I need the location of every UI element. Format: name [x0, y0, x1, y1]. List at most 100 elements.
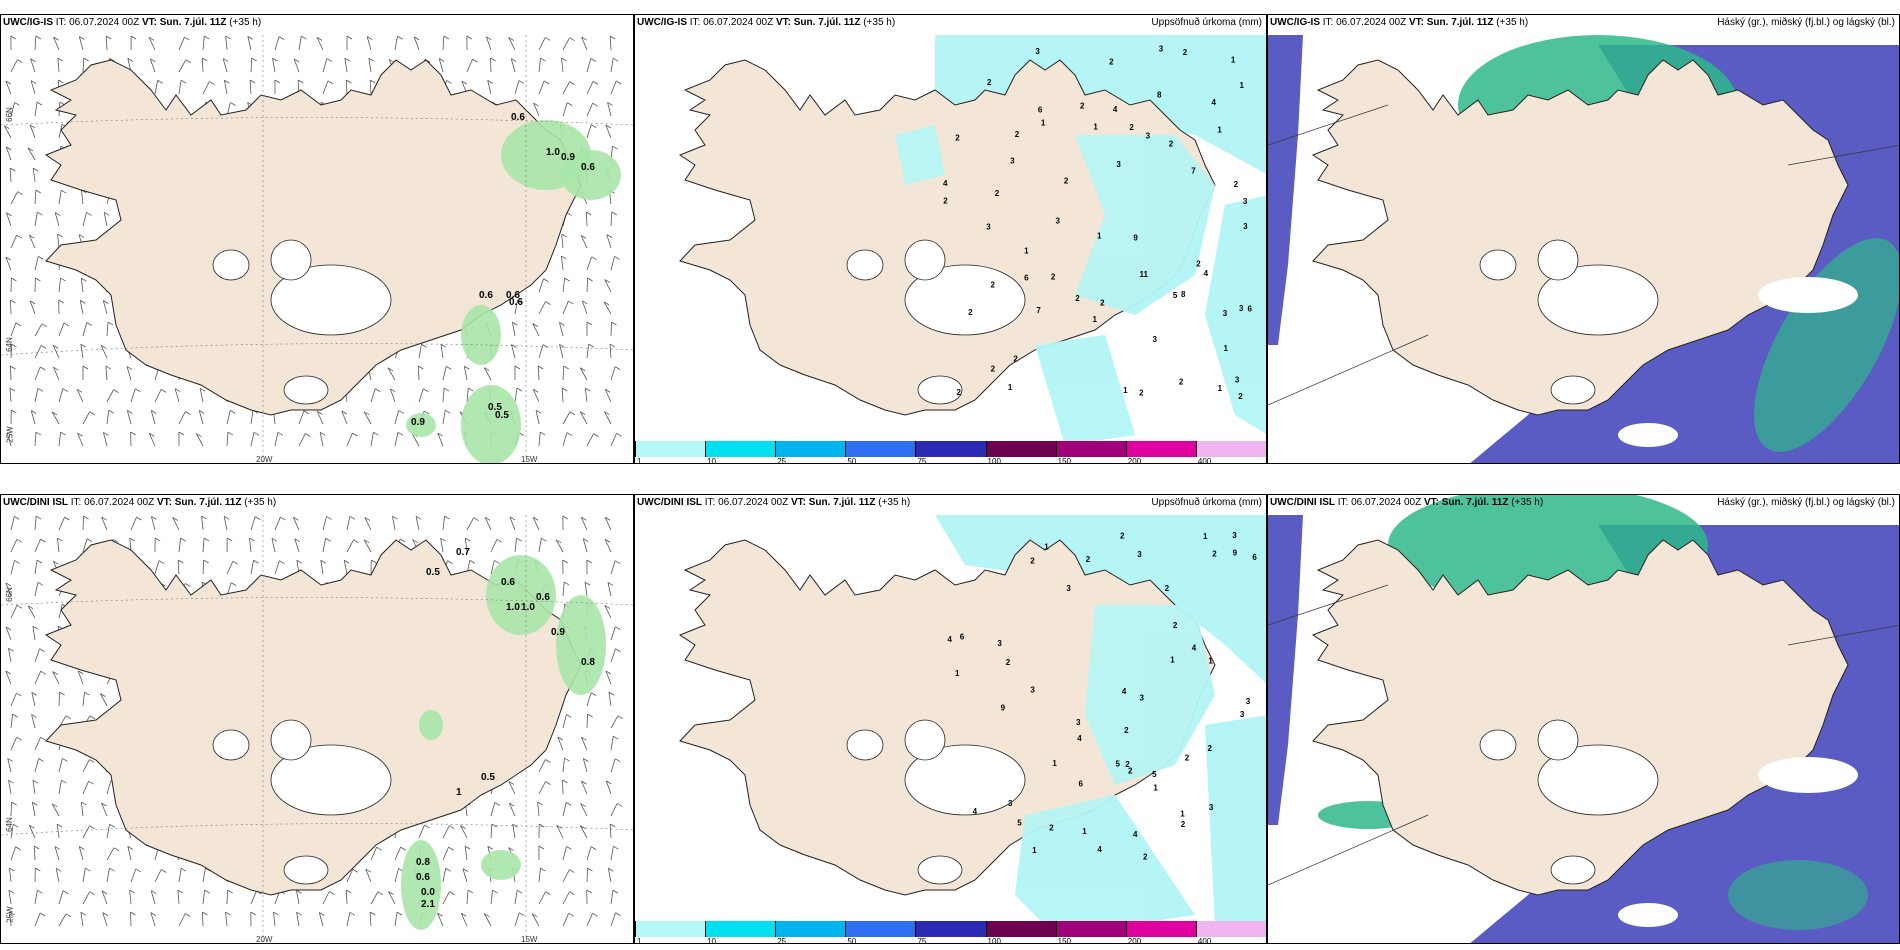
- value-label: 1.0: [506, 602, 520, 613]
- value-label: 0.5: [426, 567, 440, 578]
- cloud-map: [1268, 495, 1899, 943]
- precip-area: [1035, 335, 1135, 445]
- precip-value: 4: [947, 635, 952, 644]
- value-label: 0.9: [411, 417, 425, 428]
- domain-lines: [1268, 104, 1899, 406]
- glacier: [283, 375, 329, 405]
- value-label: 0.5: [481, 772, 495, 783]
- value-label: 0.6: [479, 290, 493, 301]
- colorbar-label: 100: [987, 457, 1001, 464]
- value-label: 0.6: [509, 297, 523, 308]
- precip-value: 1: [1223, 344, 1228, 353]
- precip-value: 3: [1232, 531, 1237, 540]
- precip-labels: 0.61.0 0.90.60.6 0.60.60.50.50.9: [411, 112, 595, 428]
- glacier: [846, 249, 884, 281]
- precip-value: 3: [1076, 718, 1081, 727]
- wind-map: 0.61.0 0.90.60.6 0.60.60.50.50.9: [1, 15, 633, 463]
- precip-value: 1: [1203, 532, 1208, 541]
- precip-value: 1: [1097, 232, 1102, 241]
- colorbar-segment: 50: [845, 921, 916, 943]
- precip-value: 5: [1017, 819, 1022, 828]
- clear-area: [1618, 423, 1678, 447]
- iceland-landmass: [44, 59, 582, 416]
- precip-value: 3: [1246, 697, 1251, 706]
- precip-value: 8: [1181, 290, 1186, 299]
- precip-value: 2: [1181, 820, 1186, 829]
- precip-value: 2: [1125, 760, 1130, 769]
- value-label: 0.5: [495, 410, 509, 421]
- precip-value: 2: [1129, 123, 1134, 132]
- precip-value: 2: [1139, 389, 1144, 398]
- value-label: 0.6: [581, 162, 595, 173]
- precip-value: 3: [1116, 160, 1121, 169]
- precip-value: 3: [1235, 375, 1240, 384]
- colorbar-segment: 25: [775, 441, 846, 463]
- precip-value: 2: [1120, 531, 1125, 540]
- colorbar-label: 1: [637, 937, 642, 944]
- precip-value: 4: [1133, 830, 1138, 839]
- value-label: 1.0: [521, 602, 535, 613]
- precip-value: 1: [1032, 846, 1037, 855]
- colorbar-label: 400: [1197, 937, 1212, 944]
- precip-value: 6: [1024, 274, 1029, 283]
- precip-value: 1: [1082, 827, 1087, 836]
- precip-area: [461, 305, 501, 365]
- value-label: 0.5: [488, 402, 502, 413]
- precip-value: 4: [973, 807, 978, 816]
- precip-over-land: [895, 125, 1266, 445]
- colorbar-label: 50: [847, 457, 857, 464]
- iceland-landmass: [1311, 539, 1849, 896]
- precip-area: [461, 385, 521, 463]
- glacier: [904, 719, 946, 761]
- panel-wind-precip-igis: UWC/IG-IS IT: 06.07.2024 00Z VT: Sun. 7.…: [0, 14, 634, 464]
- precip-area: [1205, 195, 1266, 434]
- precip-value: 3: [1146, 132, 1151, 141]
- lon-label-15w: 15W: [521, 935, 538, 944]
- precip-value: 3: [986, 223, 991, 232]
- wind-precip-areas: [401, 555, 606, 930]
- precip-value: 1: [1024, 247, 1029, 256]
- precip-value: 5: [1152, 770, 1157, 779]
- precip-value: 2: [1049, 824, 1054, 833]
- precip-value: 2: [1128, 766, 1133, 775]
- colorbar-segment: 200: [1125, 441, 1196, 463]
- panel-title: UWC/DINI ISL IT: 06.07.2024 00Z VT: Sun.…: [637, 497, 911, 508]
- glacier: [1537, 719, 1579, 761]
- high-cloud-area: [1728, 860, 1868, 930]
- iceland-landmass: [1311, 59, 1849, 416]
- colorbar-label: 25: [777, 457, 787, 464]
- value-label: 0.6: [506, 290, 520, 301]
- value-label: 0.7: [456, 547, 470, 558]
- panel-precip-dini: UWC/DINI ISL IT: 06.07.2024 00Z VT: Sun.…: [634, 494, 1267, 944]
- precip-value: 2: [1179, 378, 1184, 387]
- precip-value: 3: [1008, 799, 1013, 808]
- precip-value: 1: [1231, 56, 1236, 65]
- precip-value: 1: [1093, 123, 1098, 132]
- precip-value: 6: [1247, 305, 1252, 314]
- precip-value: 6: [1079, 779, 1084, 788]
- lat-label-64n: 64N: [4, 817, 14, 832]
- value-label: 0.0: [421, 887, 435, 898]
- precip-value: 3: [1159, 44, 1164, 53]
- colorbar-segment: 400: [1195, 441, 1266, 463]
- precip-value: 2: [1064, 176, 1069, 185]
- precip-value: 2: [1030, 557, 1035, 566]
- mid-cloud-area: [1268, 515, 1303, 825]
- precip-value: 4: [943, 179, 948, 188]
- colorbar-label: 10: [707, 937, 717, 944]
- colorbar-segment: 25: [775, 921, 846, 943]
- precip-value: 4: [1113, 105, 1118, 114]
- precip-value: 9: [1133, 233, 1138, 242]
- precip-value: 3: [1209, 803, 1214, 812]
- precip-area: [895, 125, 945, 185]
- value-label: 0.6: [511, 112, 525, 123]
- precip-area: [401, 840, 441, 930]
- glacier: [1537, 239, 1579, 281]
- glacier: [283, 855, 329, 885]
- wind-precip-areas: [406, 120, 621, 463]
- graticule: [1, 515, 633, 943]
- colorbar-segment: 100: [985, 921, 1056, 943]
- colorbar-label: 400: [1197, 457, 1212, 464]
- precip-value: 2: [1124, 726, 1129, 735]
